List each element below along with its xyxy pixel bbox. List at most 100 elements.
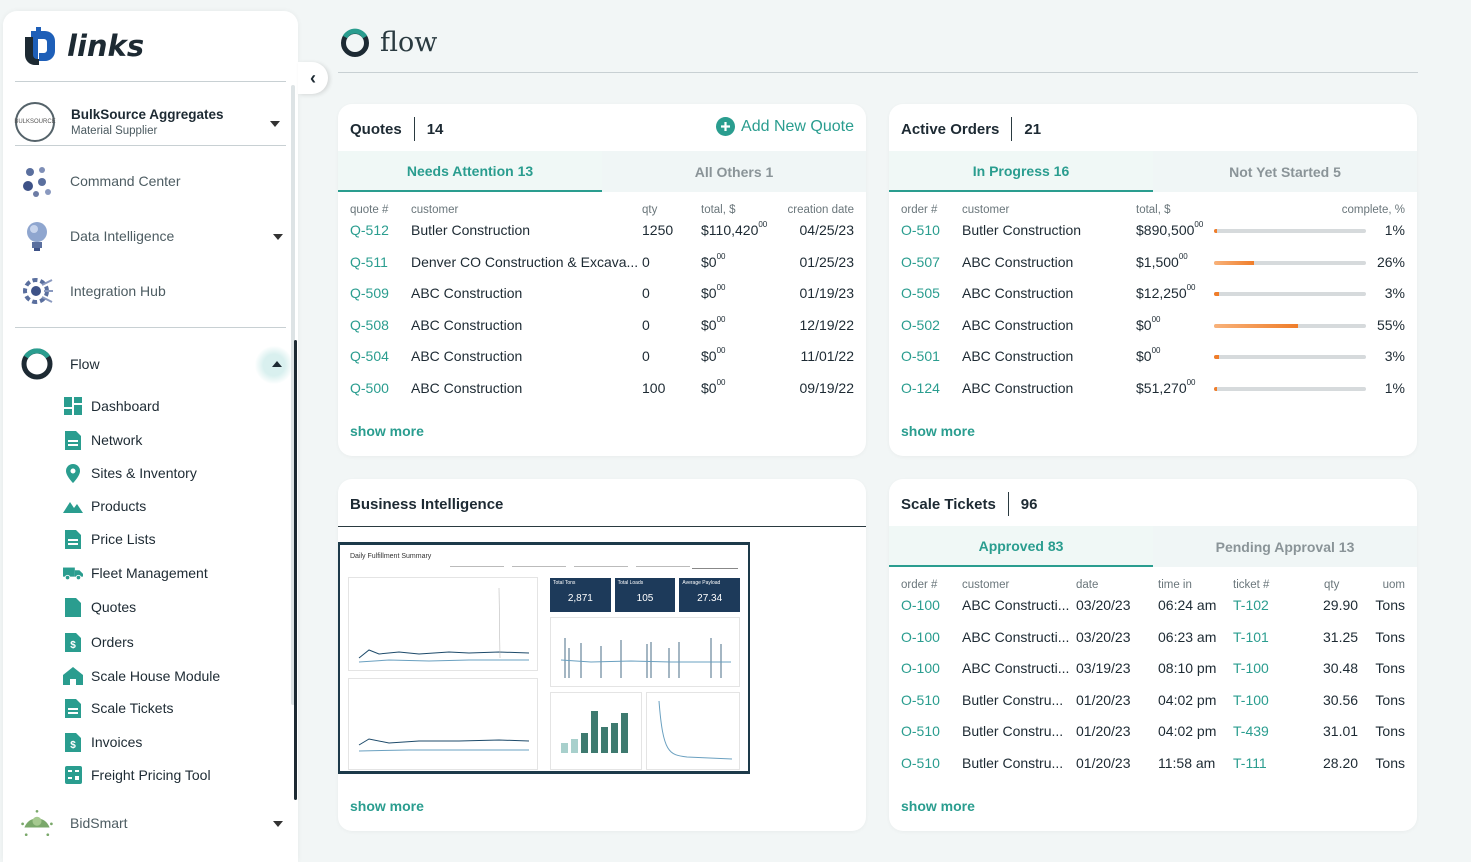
- customer-cell: ABC Construction: [411, 316, 523, 333]
- add-new-quote-button[interactable]: Add New Quote: [716, 117, 854, 136]
- total-amount: $0: [701, 379, 717, 396]
- sidebar-divider: [15, 327, 286, 328]
- app-logo[interactable]: links: [21, 25, 144, 67]
- table-row[interactable]: Q-500 ABC Construction 100 $000 09/19/22: [350, 378, 854, 402]
- collapse-sidebar-button[interactable]: ‹: [298, 62, 328, 94]
- order-id-link[interactable]: O-501: [901, 348, 940, 364]
- quote-id-link[interactable]: Q-508: [350, 316, 389, 333]
- table-row[interactable]: O-505 ABC Construction $12,25000 3%: [901, 283, 1405, 307]
- tab-needs-attention[interactable]: Needs Attention 13: [338, 151, 602, 192]
- percent-cell: 55%: [1376, 316, 1405, 333]
- order-id-link[interactable]: O-502: [901, 316, 940, 333]
- sidebar-subitem-scale-tickets[interactable]: Scale Tickets: [63, 696, 173, 720]
- orders-show-more-link[interactable]: show more: [901, 423, 975, 439]
- date-cell: 04/25/23: [799, 222, 855, 238]
- order-id-link[interactable]: O-510: [901, 754, 940, 771]
- flow-ring-icon: [19, 346, 55, 382]
- tab-in-progress[interactable]: In Progress 16: [889, 151, 1153, 192]
- sidebar-subitem-network[interactable]: Network: [63, 428, 142, 452]
- table-row[interactable]: Q-509 ABC Construction 0 $000 01/19/23: [350, 283, 854, 307]
- table-row[interactable]: O-100 ABC Constructi... 03/20/23 06:23 am T-…: [901, 629, 1405, 651]
- ticket-id-link[interactable]: T-439: [1233, 723, 1269, 739]
- table-row[interactable]: O-502 ABC Construction $000 55%: [901, 315, 1405, 339]
- ticket-id-link[interactable]: T-101: [1233, 628, 1269, 645]
- sidebar-subitem-price-lists[interactable]: Price Lists: [63, 527, 156, 551]
- table-row[interactable]: O-510 Butler Constru... 01/20/23 11:58 am T-…: [901, 755, 1405, 777]
- order-id-link[interactable]: O-100: [901, 597, 940, 613]
- sidebar-subitem-fleet-management[interactable]: Fleet Management: [63, 561, 208, 585]
- sidebar-subitem-products[interactable]: Products: [63, 494, 146, 518]
- table-row[interactable]: O-510 Butler Constru... 01/20/23 04:02 pm T-…: [901, 723, 1405, 745]
- col-header: uom: [1382, 579, 1405, 591]
- table-row[interactable]: Q-504 ABC Construction 0 $000 11/01/22: [350, 346, 854, 370]
- sidebar-item-data-intelligence[interactable]: Data Intelligence: [19, 216, 289, 256]
- total-amount: $0: [701, 348, 717, 364]
- quote-id-link[interactable]: Q-512: [350, 222, 389, 238]
- sidebar-subitem-quotes[interactable]: Quotes: [63, 595, 136, 619]
- table-row[interactable]: O-124 ABC Construction $51,27000 1%: [901, 378, 1405, 402]
- sidebar-item-bidsmart[interactable]: BidSmart: [19, 803, 289, 843]
- org-switcher[interactable]: BULKSOURCE BulkSource Aggregates Materia…: [14, 96, 288, 148]
- ticket-id-link[interactable]: T-100: [1233, 691, 1269, 708]
- order-id-link[interactable]: O-100: [901, 660, 940, 676]
- quotes-show-more-link[interactable]: show more: [350, 423, 424, 439]
- table-row[interactable]: Q-512 Butler Construction 1250 $110,42000 04…: [350, 220, 855, 244]
- sidebar-subitem-orders[interactable]: $ Orders: [63, 630, 134, 654]
- quote-id-link[interactable]: Q-511: [350, 253, 388, 270]
- chevron-up-icon[interactable]: [272, 361, 282, 367]
- sidebar-subitem-sites-inventory[interactable]: Sites & Inventory: [63, 461, 197, 485]
- sidebar-scrollbar-track[interactable]: [291, 85, 295, 705]
- customer-cell: ABC Construction: [411, 285, 523, 301]
- chevron-down-icon[interactable]: [270, 121, 280, 127]
- table-row[interactable]: O-100 ABC Constructi... 03/20/23 06:24 am T-…: [901, 597, 1405, 619]
- order-id-link[interactable]: O-507: [901, 253, 940, 270]
- col-header: customer: [962, 204, 1010, 216]
- table-row[interactable]: Q-511 Denver CO Construction & Excava... 0…: [350, 252, 854, 276]
- table-row[interactable]: O-510 Butler Constru... 01/20/23 04:02 pm T-…: [901, 692, 1405, 714]
- time-cell: 06:23 am: [1158, 628, 1217, 645]
- ticket-id-link[interactable]: T-100: [1233, 660, 1269, 676]
- bi-report-thumbnail[interactable]: Daily Fulfillment Summary Total Tons 2,87…: [338, 542, 750, 774]
- sidebar-subitem-freight-pricing-tool[interactable]: Freight Pricing Tool: [63, 763, 211, 787]
- quote-id-link[interactable]: Q-504: [350, 348, 389, 364]
- tab-not-yet-started[interactable]: Not Yet Started 5: [1153, 151, 1417, 192]
- tickets-show-more-link[interactable]: show more: [901, 798, 975, 814]
- sidebar-item-integration-hub[interactable]: Integration Hub: [19, 271, 289, 311]
- total-amount: $0: [1136, 316, 1152, 333]
- order-id-link[interactable]: O-505: [901, 285, 940, 301]
- table-row[interactable]: O-100 ABC Constructi... 03/19/23 08:10 pm T-…: [901, 660, 1405, 682]
- sidebar-subitem-scale-house-module[interactable]: Scale House Module: [63, 664, 220, 688]
- customer-cell: ABC Constructi...: [962, 628, 1070, 645]
- sidebar-scrollbar-thumb[interactable]: [294, 340, 297, 800]
- chevron-down-icon[interactable]: [273, 234, 283, 240]
- order-id-link[interactable]: O-510: [901, 222, 940, 238]
- order-id-link[interactable]: O-510: [901, 723, 940, 739]
- table-row[interactable]: O-501 ABC Construction $000 3%: [901, 346, 1405, 370]
- sidebar-subitem-invoices[interactable]: $ Invoices: [63, 730, 142, 754]
- table-row[interactable]: O-510 Butler Construction $890,50000 1%: [901, 220, 1405, 244]
- sidebar-divider: [15, 81, 286, 82]
- chevron-down-icon[interactable]: [273, 821, 283, 827]
- lightbulb-icon: [19, 218, 55, 254]
- table-row[interactable]: O-507 ABC Construction $1,50000 26%: [901, 252, 1405, 276]
- quote-id-link[interactable]: Q-509: [350, 285, 389, 301]
- ticket-id-link[interactable]: T-102: [1233, 597, 1269, 613]
- order-id-link[interactable]: O-124: [901, 379, 940, 396]
- customer-cell: Butler Constru...: [962, 723, 1064, 739]
- tab-all-others[interactable]: All Others 1: [602, 151, 866, 192]
- active-orders-card: Active Orders 21 In Progress 16 Not Yet …: [889, 104, 1417, 456]
- total-cell: $000: [701, 315, 725, 333]
- sidebar-item-command-center[interactable]: Command Center: [19, 161, 289, 201]
- tab-approved[interactable]: Approved 83: [889, 526, 1153, 567]
- ticket-id-link[interactable]: T-111: [1233, 754, 1267, 771]
- tab-pending-approval[interactable]: Pending Approval 13: [1153, 526, 1417, 567]
- sidebar-subitem-dashboard[interactable]: Dashboard: [63, 394, 160, 418]
- order-id-link[interactable]: O-510: [901, 691, 940, 708]
- quote-id-link[interactable]: Q-500: [350, 379, 389, 396]
- orders-tabs: In Progress 16 Not Yet Started 5: [889, 151, 1417, 192]
- date-cell: 12/19/22: [799, 316, 855, 333]
- order-id-link[interactable]: O-100: [901, 628, 940, 645]
- table-row[interactable]: Q-508 ABC Construction 0 $000 12/19/22: [350, 315, 855, 339]
- sidebar-item-flow[interactable]: Flow: [19, 344, 293, 384]
- bi-show-more-link[interactable]: show more: [350, 798, 424, 814]
